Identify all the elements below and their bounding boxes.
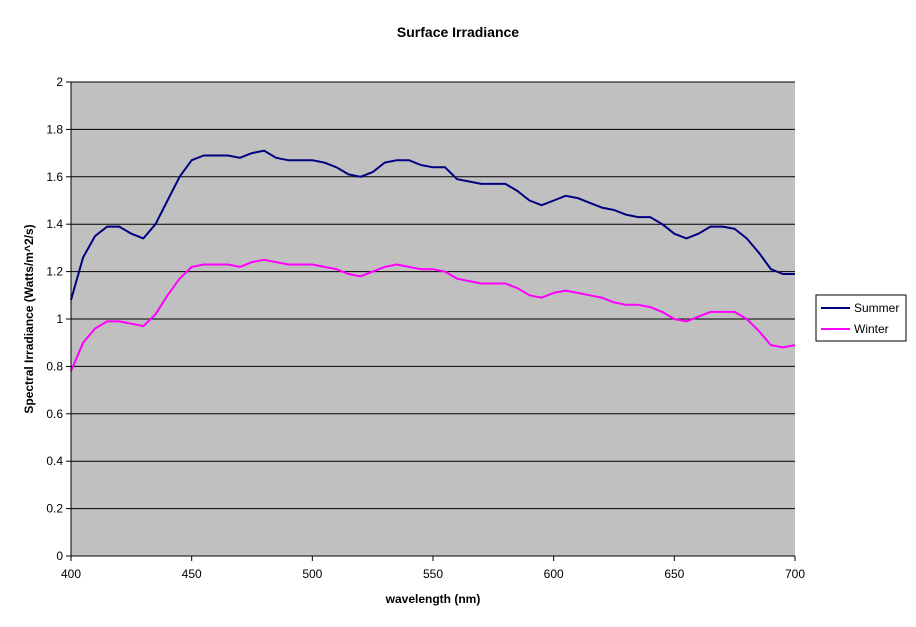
y-tick-label: 1.4: [46, 217, 63, 231]
legend-box: [815, 294, 907, 342]
tick-labels: 0 0.2 0.4 0.6 0.8 1 1.2 1.4 1.6 1.8 2 400 450 500 550 6…: [46, 75, 805, 581]
x-tick-label: 650: [664, 567, 684, 581]
series-layer: [70, 149, 796, 372]
y-tick-label: 0.8: [46, 359, 63, 373]
x-tick-label: 700: [785, 567, 805, 581]
y-tick-label: 0.2: [46, 502, 63, 516]
axes: [66, 81, 796, 561]
y-tick-label: 0: [56, 549, 63, 563]
legend: Summer Winter: [815, 294, 907, 342]
x-tick-label: 450: [182, 567, 202, 581]
y-tick-label: 1.2: [46, 265, 63, 279]
y-tick-label: 1: [56, 312, 63, 326]
series-line-winter: [70, 258, 796, 372]
y-tick-label: 2: [56, 75, 63, 89]
series-line-summer: [70, 149, 795, 301]
y-axis-label: Spectral Irradiance (Watts/m^2/s): [22, 224, 36, 413]
legend-label-summer: Summer: [854, 301, 899, 315]
x-axis-label: wavelength (nm): [385, 592, 481, 606]
x-tick-label: 600: [544, 567, 564, 581]
y-tick-label: 0.4: [46, 454, 63, 468]
x-tick-label: 400: [61, 567, 81, 581]
legend-label-winter: Winter: [854, 322, 889, 336]
x-tick-label: 550: [423, 567, 443, 581]
x-tick-label: 500: [302, 567, 322, 581]
gridlines: [71, 81, 795, 510]
y-tick-label: 0.6: [46, 407, 63, 421]
y-tick-label: 1.8: [46, 122, 63, 136]
chart-title: Surface Irradiance: [397, 24, 519, 40]
y-tick-label: 1.6: [46, 170, 63, 184]
